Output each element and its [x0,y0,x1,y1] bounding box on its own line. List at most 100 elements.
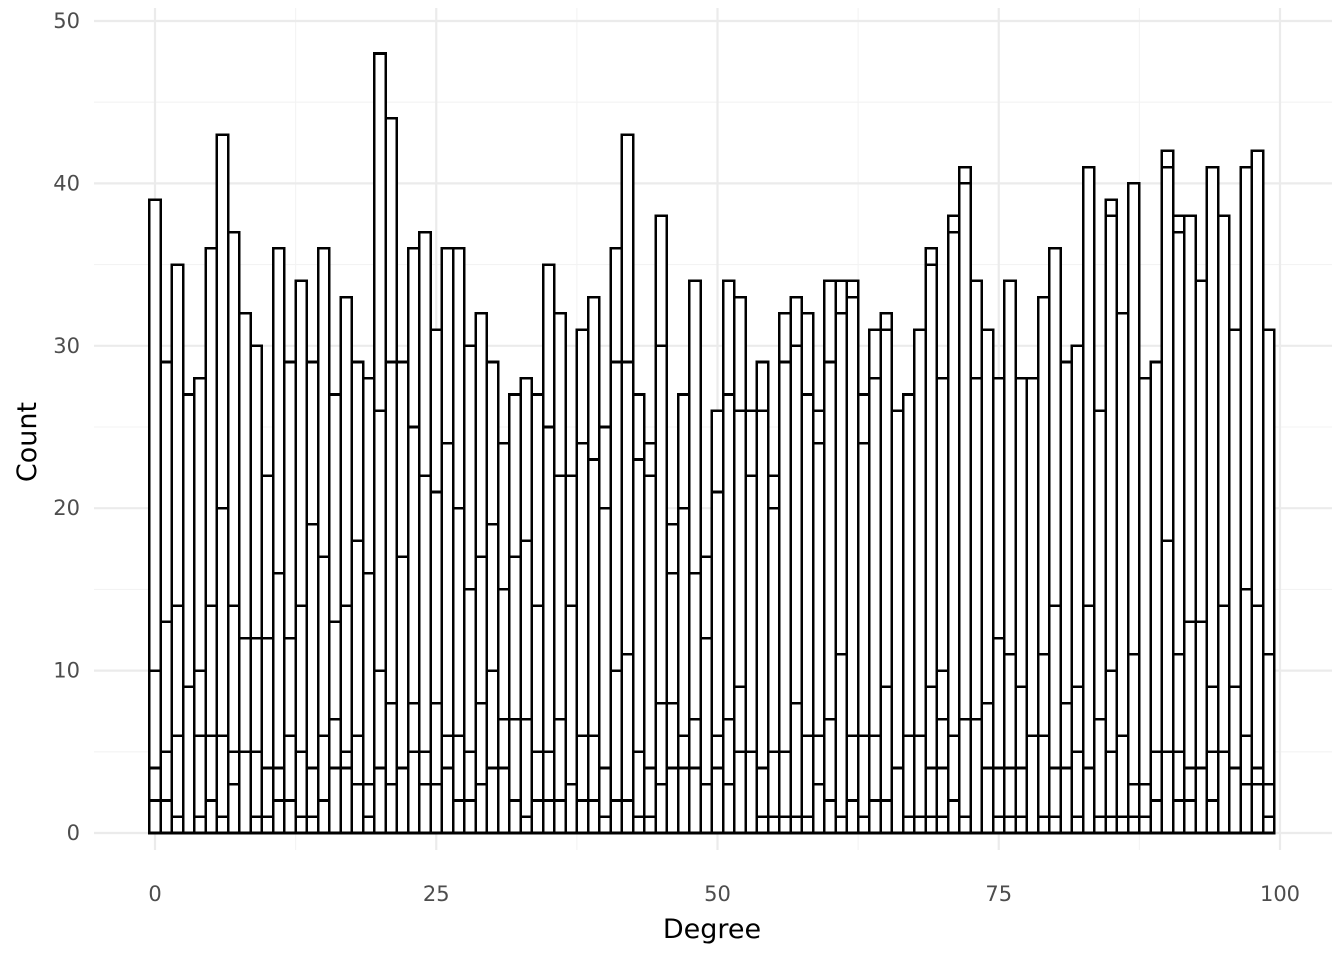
bar-outline [868,328,882,835]
bar-outline [1025,376,1040,835]
bar-outline [1183,214,1197,835]
histogram-bar-80 [1048,247,1062,835]
bar-outline [1228,328,1242,835]
bar-outline [1138,376,1152,835]
histogram-bar-99 [1261,328,1276,835]
bar-outline [373,52,387,835]
bar-outline [766,474,781,835]
bar-outline [271,247,286,835]
histogram-bar-84 [1093,409,1107,835]
histogram-bar-44 [643,441,657,835]
bar-outline [901,393,916,835]
histogram-bar-13 [294,279,309,835]
histogram-bar-39 [586,295,601,835]
histogram-bar-29 [474,312,489,835]
histogram-bar-60 [823,279,837,835]
bar-outline [294,279,309,835]
bar-outline [1048,247,1062,835]
histogram-bar-8 [238,312,252,835]
bar-outline [148,198,162,835]
bar-outline [440,247,455,835]
histogram-bar-92 [1183,214,1197,835]
bar-outline [350,360,365,835]
bar-outline [451,247,466,835]
bar-outline [1261,328,1276,835]
bar-outline [1149,360,1164,835]
bar-outline [485,360,500,835]
histogram-bar-26 [440,247,455,835]
histogram-bar-67 [901,393,916,835]
histogram-bar-11 [271,247,286,835]
histogram-bar-12 [283,360,297,835]
bar-outline [1115,312,1130,835]
bar-outline [609,247,624,835]
histogram-bar-66 [890,409,905,835]
bar-outline [890,409,905,835]
histogram-bar-2 [170,263,185,835]
histogram-bar-20 [373,52,387,835]
bar-outline [598,425,612,835]
histogram-bar-63 [856,393,871,835]
bar-outline [553,312,567,835]
x-axis-title: Degree [663,914,761,945]
histogram-bar-53 [744,409,759,835]
histogram-bar-35 [541,263,556,835]
bar-outline [1003,279,1017,835]
histogram-bar-14 [305,360,320,835]
histogram-bar-30 [485,360,500,835]
bar-outline [1104,198,1119,835]
histogram-bar-40 [598,425,612,835]
bar-outline [620,133,635,835]
histogram-bar-51 [721,279,736,835]
bar-outline [260,474,275,835]
bar-outline [991,376,1006,835]
bar-outline [541,263,556,835]
bar-outline [856,393,871,835]
histogram-bar-10 [260,474,275,835]
histogram-bar-42 [620,133,635,835]
bar-outline [249,344,264,835]
histogram-bar-16 [328,393,342,835]
histogram-bar-97 [1239,165,1254,835]
histogram-bar-54 [755,360,770,835]
bar-outline [586,295,601,835]
histogram-bar-33 [519,376,534,835]
histogram-bar-52 [733,295,747,835]
bar-outline [969,279,984,835]
bar-outline [789,295,804,835]
bar-outline [170,263,185,835]
bar-outline [1126,182,1141,835]
bar-outline [654,214,669,835]
histogram-bar-86 [1115,312,1130,835]
histogram-bar-28 [463,344,477,835]
bar-outline [811,409,826,835]
histogram-bar-48 [688,279,702,835]
x-tick-label: 50 [704,882,731,906]
histogram-bar-87 [1126,182,1141,835]
histogram-bar-68 [913,328,927,835]
histogram-bar-90 [1160,149,1175,835]
bar-outline [1160,149,1175,835]
x-tick-label: 25 [423,882,450,906]
bar-outline [643,441,657,835]
histogram-bar-46 [665,523,680,835]
histogram-bar-27 [451,247,466,835]
bar-outline [688,279,702,835]
y-tick-label: 10 [53,659,80,683]
bar-outline [496,441,511,835]
bar-outline [575,328,590,835]
histogram-bar-0 [148,198,162,835]
bar-outline [778,312,792,835]
histogram-bar-6 [215,133,230,835]
y-tick-label: 20 [53,496,80,520]
bar-outline [429,328,444,835]
bar-outline [1205,165,1220,835]
histogram-bar-38 [575,328,590,835]
histogram-bar-88 [1138,376,1152,835]
histogram-bar-7 [226,230,241,835]
x-tick-label: 100 [1260,882,1300,906]
histogram-bar-56 [778,312,792,835]
bar-outline [159,360,174,835]
histogram-bar-37 [564,474,579,835]
